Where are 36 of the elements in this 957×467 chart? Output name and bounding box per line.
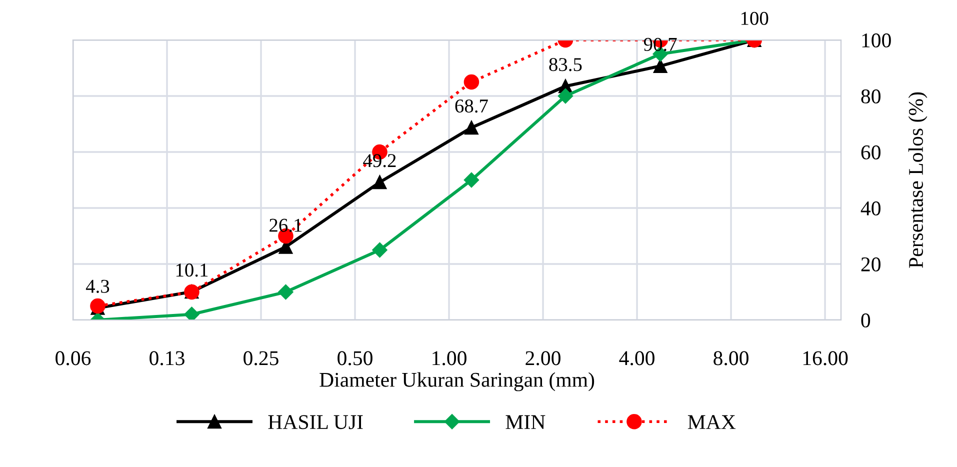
x-tick-label: 8.00 [714,351,748,366]
x-axis-title: Diameter Ukuran Saringan (mm) [320,372,594,392]
legend-label: HASIL UJI [268,415,363,430]
y-tick-label: 60 [861,145,880,160]
data-label: 26.1 [270,218,302,232]
y-axis-title: Persentase Lolos (%) [908,92,928,268]
y-tick-label: 80 [861,89,880,104]
x-tick-label: 0.06 [56,351,91,366]
point [184,306,200,320]
x-tick-label: 4.00 [619,351,654,366]
data-label: 100 [741,12,768,25]
y-tick-label: 40 [860,201,880,216]
y-tick-label: 20 [861,257,880,272]
x-tick-label: 1.00 [432,351,466,366]
point [464,74,480,90]
legend-label: MIN [506,415,546,429]
legend-label: MAX [688,415,736,429]
data-label: 4.3 [86,280,110,293]
x-tick-label: 2.00 [526,351,560,366]
point [464,172,480,188]
data-label: 49.2 [363,154,396,168]
data-label: 68.7 [455,99,488,113]
data-label: 10.1 [176,264,208,277]
x-tick-label: 0.25 [244,351,278,366]
x-tick-label: 16.00 [803,351,848,366]
x-tick-label: 0.50 [338,351,372,366]
y-tick-label: 100 [862,33,891,48]
x-tick-label: 0.13 [150,351,184,366]
y-tick-label: 0 [861,313,870,328]
data-label: 83.5 [549,58,582,72]
point [372,175,387,190]
point [653,59,668,73]
point [278,284,294,300]
point [558,88,574,104]
point [372,242,388,258]
point [464,120,478,135]
